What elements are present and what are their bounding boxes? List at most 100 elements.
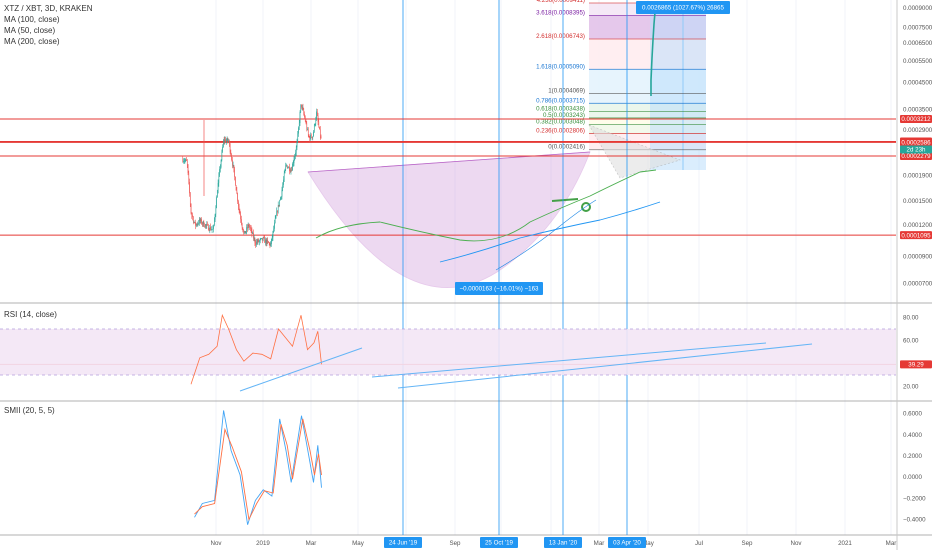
indicator-ma100[interactable]: MA (100, close): [4, 15, 60, 24]
candle-body: [244, 231, 245, 233]
level-price-label-bg: [900, 114, 932, 123]
candle-body: [268, 241, 269, 243]
candle-body: [304, 114, 305, 118]
price-tick-label: 0.0006500: [903, 40, 932, 47]
candle-body: [319, 129, 321, 137]
candle-body: [210, 226, 211, 230]
time-tick-label: Mar: [886, 540, 897, 547]
candle-body: [256, 241, 257, 245]
level-price-label: 0.0002279: [901, 153, 931, 160]
cup-rim: [307, 151, 591, 173]
candle-body: [254, 238, 256, 243]
candle-body: [299, 111, 301, 123]
candle-body: [208, 224, 209, 231]
candle-body: [310, 134, 312, 138]
candle-body: [242, 227, 244, 232]
indicator-ma200[interactable]: MA (200, close): [4, 37, 60, 46]
rsi-value-label-bg: [900, 360, 932, 369]
date-marker-label: 03 Apr '20: [613, 540, 641, 547]
candle-body: [302, 106, 304, 110]
candle-body: [235, 185, 237, 191]
candle-body: [280, 197, 281, 201]
level-price-label: 0.0003212: [901, 116, 931, 123]
candle-body: [289, 166, 290, 172]
fib-level-label: 3.618(0.0008395): [536, 9, 585, 16]
candle-body: [283, 173, 285, 180]
smii-tick-label: 0.0000: [903, 474, 922, 481]
candle-body: [218, 175, 220, 183]
candle-body: [308, 134, 310, 138]
candle-body: [295, 147, 297, 153]
candle-body: [293, 159, 295, 164]
level-price-label: 0.0001095: [901, 232, 931, 239]
candle-body: [275, 215, 277, 219]
candle-body: [276, 210, 278, 216]
candle-body: [255, 242, 256, 245]
time-tick-label: Nov: [210, 540, 222, 547]
symbol-title[interactable]: XTZ / XBT, 3D, KRAKEN: [4, 4, 93, 13]
candle-body: [294, 155, 296, 160]
candle-body: [186, 160, 188, 165]
price-tick-label: 0.0001500: [903, 198, 932, 205]
candle-body: [211, 229, 212, 231]
date-marker-label: 24 Jun '19: [389, 540, 418, 547]
candle-body: [316, 111, 317, 120]
candle-body: [316, 111, 318, 116]
trendline: [495, 199, 597, 271]
candle-body: [238, 206, 240, 211]
date-marker-label-bg: [608, 537, 646, 548]
price-tick-label: 0.0005500: [903, 58, 932, 65]
candle-body: [307, 129, 308, 131]
candle-body: [279, 200, 281, 206]
candle-body: [277, 205, 279, 213]
price-tick-label: 0.0000700: [903, 280, 932, 287]
candle-body: [225, 139, 226, 142]
price-tick-label: 0.0001900: [903, 173, 932, 180]
candle-body: [206, 224, 208, 226]
rsi-line: [190, 313, 322, 385]
candle-body: [301, 106, 303, 108]
candle-body: [278, 205, 280, 206]
fib-level-label: 0.5(0.0003243): [543, 112, 585, 119]
fib-level-label: 1(0.0004069): [548, 87, 585, 94]
candle-body: [315, 119, 317, 125]
candle-body: [208, 230, 210, 231]
candle-body: [219, 169, 220, 176]
candle-body: [312, 136, 314, 138]
candle-body: [287, 167, 289, 169]
candle-body: [199, 219, 201, 221]
time-tick-label: 2019: [256, 540, 270, 547]
candle-body: [182, 158, 184, 162]
fib-band: [589, 124, 706, 134]
candle-body: [230, 152, 232, 156]
candle-body: [229, 140, 230, 144]
candle-body: [217, 193, 218, 198]
smii-pane: [194, 410, 322, 525]
candle-body: [189, 182, 190, 194]
candle-body: [298, 122, 300, 128]
candle-body: [289, 171, 291, 172]
candle-body: [192, 215, 193, 217]
smii-title[interactable]: SMII (20, 5, 5): [4, 406, 55, 415]
candle-body: [187, 164, 189, 174]
rsi-trendline: [239, 347, 363, 392]
candle-body: [274, 218, 276, 223]
candle-body: [239, 210, 241, 215]
candle-body: [297, 133, 299, 142]
candle-body: [200, 219, 202, 221]
rsi-trendline: [371, 342, 767, 378]
candle-body: [204, 226, 205, 228]
candle-body: [251, 229, 253, 234]
fib-band: [589, 117, 706, 125]
rsi-title[interactable]: RSI (14, close): [4, 310, 57, 319]
candle-body: [313, 124, 315, 132]
candle-body: [300, 104, 302, 112]
candle-body: [197, 223, 199, 225]
candle-body: [226, 140, 227, 142]
candle-body: [185, 159, 187, 161]
candle-body: [202, 221, 204, 224]
fib-level-label: 0.618(0.0003438): [536, 106, 585, 113]
smii-line: [194, 410, 322, 525]
indicator-ma50[interactable]: MA (50, close): [4, 26, 56, 35]
